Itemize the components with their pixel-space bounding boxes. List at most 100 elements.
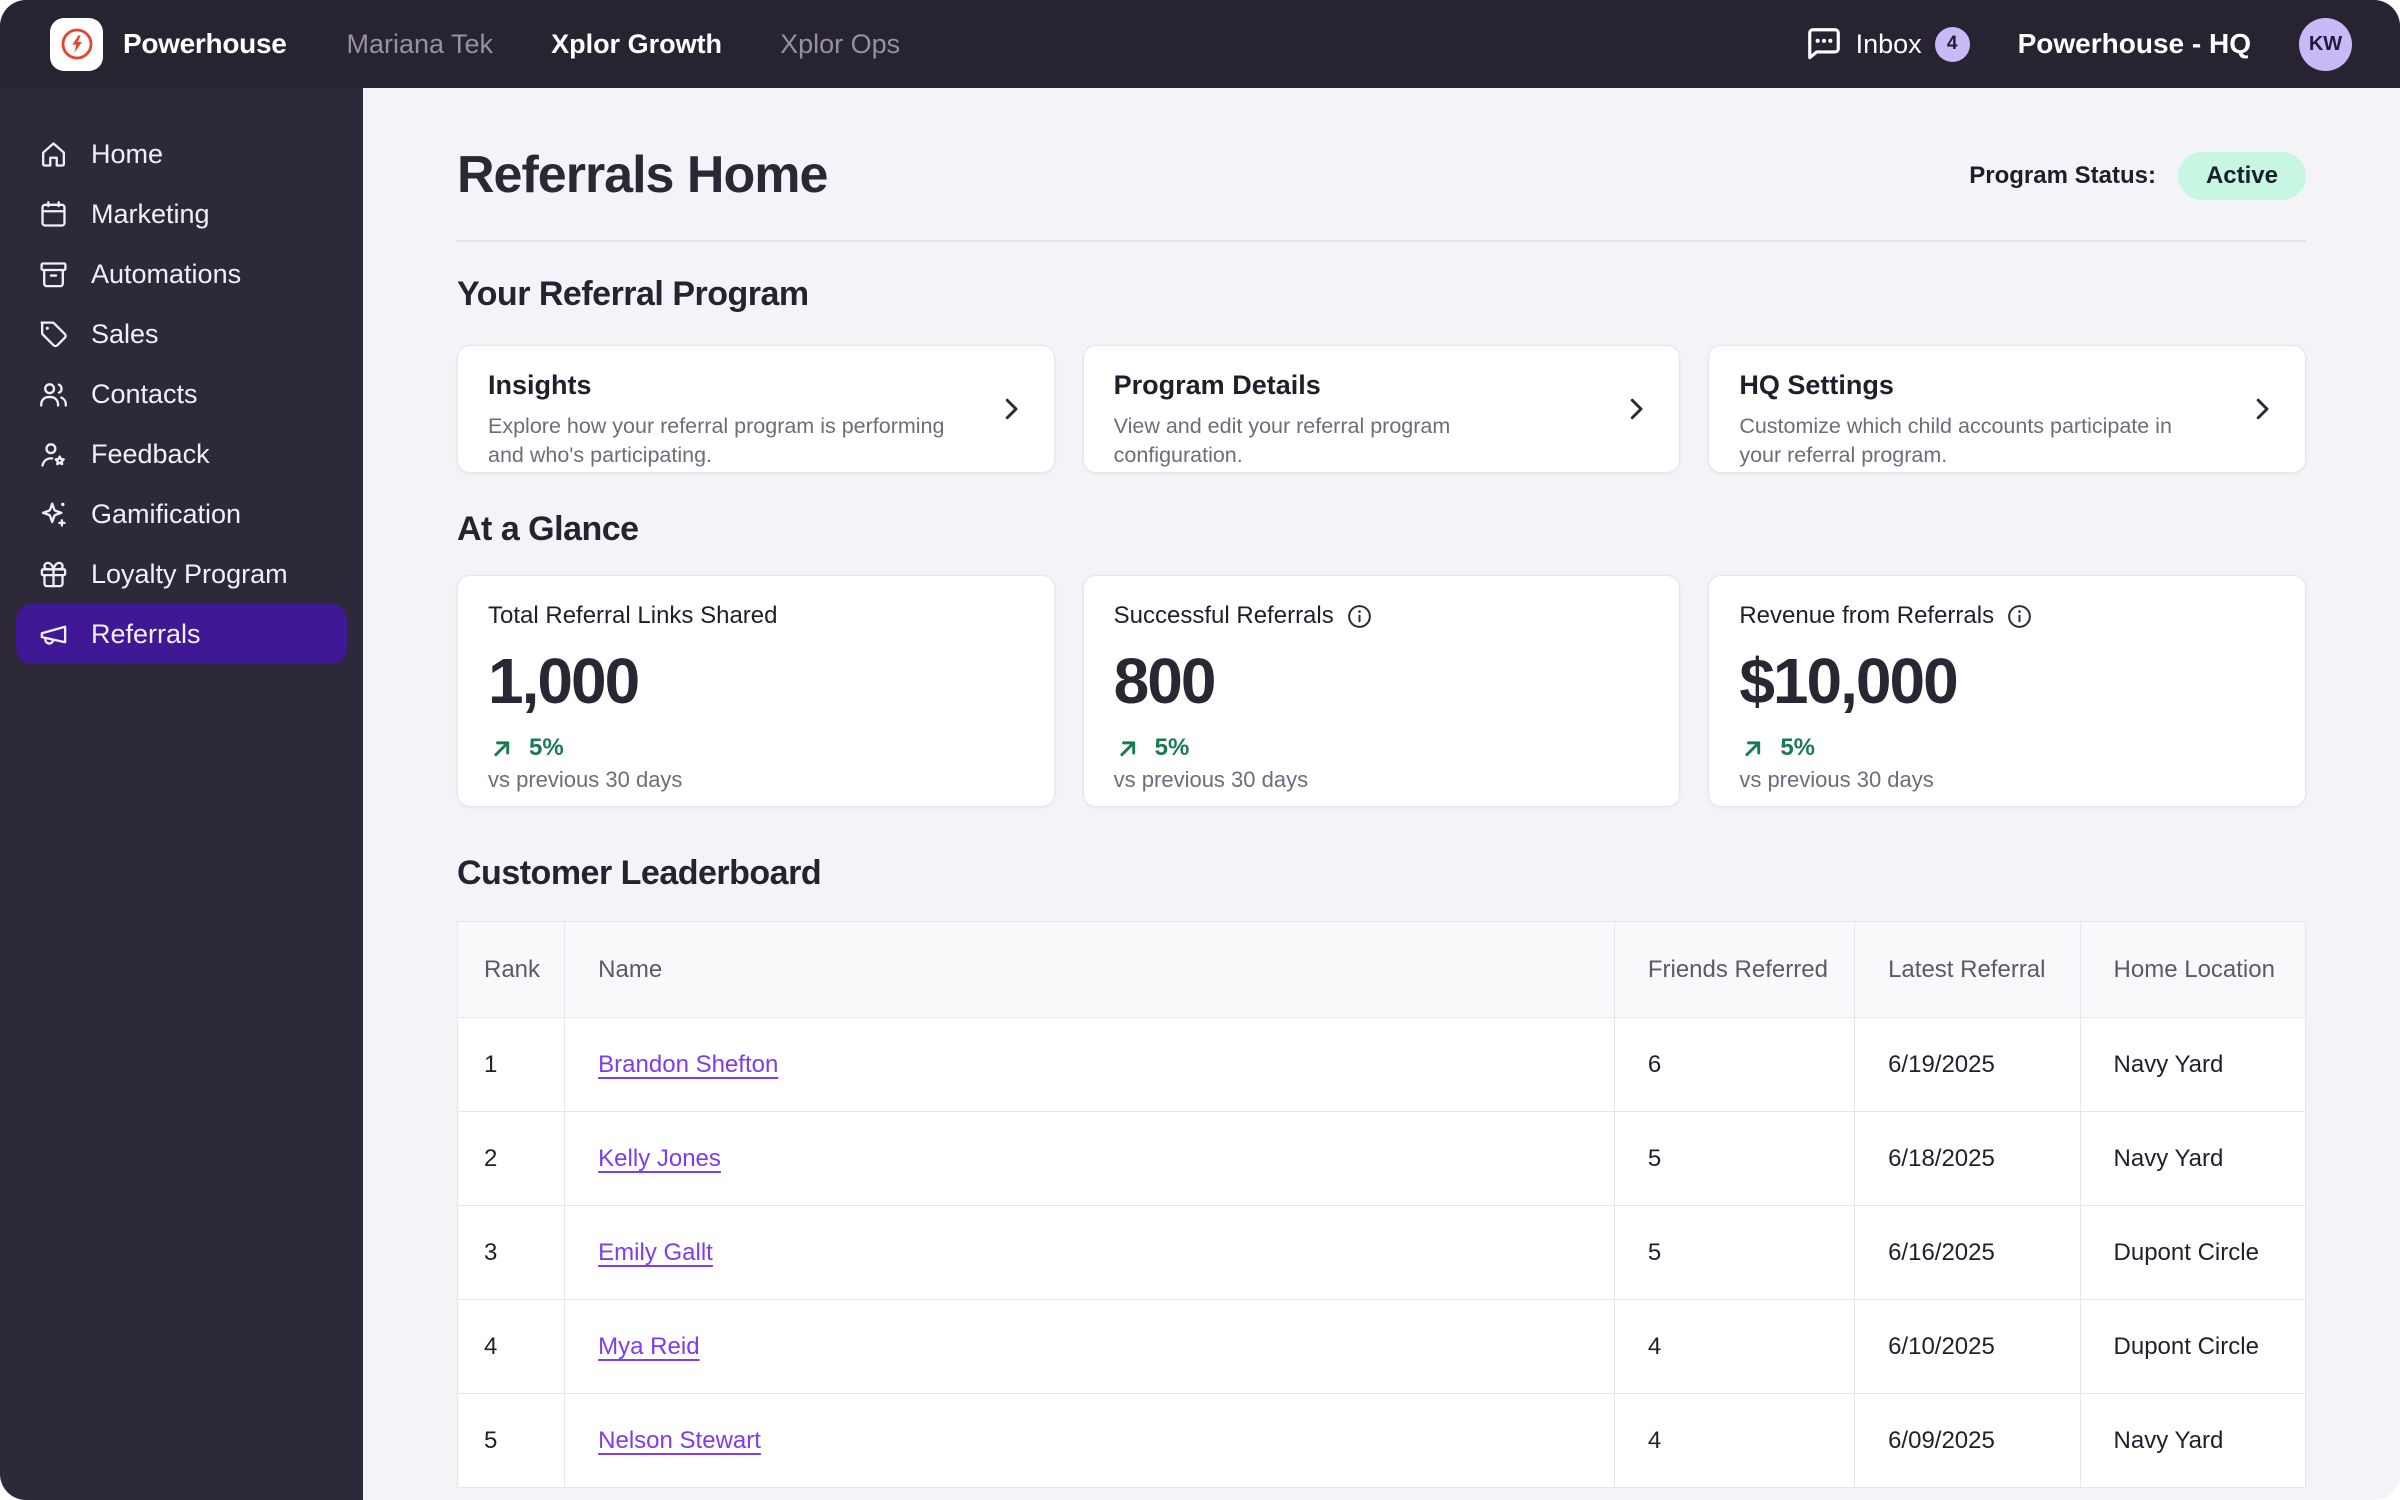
- card-title: Insights: [488, 369, 592, 400]
- tab-xplor-growth[interactable]: Xplor Growth: [551, 28, 723, 59]
- divider: [457, 239, 2306, 242]
- tab-xplor-ops[interactable]: Xplor Ops: [780, 28, 901, 59]
- sidebar-item-label: Contacts: [91, 378, 198, 409]
- card-description: View and edit your referral program conf…: [1113, 413, 1451, 467]
- tab-mariana-tek[interactable]: Mariana Tek: [346, 28, 494, 59]
- sidebar-item-label: Home: [91, 138, 164, 169]
- sidebar-item-label: Sales: [91, 318, 159, 349]
- friends-cell: 4: [1613, 1393, 1856, 1489]
- sparkles-icon: [41, 501, 66, 527]
- page-title: Referrals Home: [457, 146, 828, 204]
- program-cards: Insights Explore how your referral progr…: [457, 344, 2306, 473]
- name-cell: Brandon Shefton: [564, 1017, 1615, 1113]
- program-details-card[interactable]: Program Details View and edit your refer…: [1082, 344, 1681, 473]
- column-header-friends-referred: Friends Referred: [1613, 921, 1856, 1019]
- info-icon[interactable]: [1346, 603, 1373, 630]
- section-heading-leaderboard: Customer Leaderboard: [457, 854, 822, 893]
- table-row: 2 Kelly Jones 5 6/18/2025 Navy Yard: [456, 1111, 2307, 1207]
- table-row: 4 Mya Reid 4 6/10/2025 Dupont Circle: [456, 1299, 2307, 1395]
- gift-icon: [40, 561, 67, 587]
- column-header-home-location: Home Location: [2079, 921, 2307, 1019]
- sidebar-item-marketing[interactable]: Marketing: [0, 184, 363, 244]
- user-star-icon: [41, 442, 65, 467]
- users-icon: [40, 382, 67, 407]
- brand-name: Powerhouse: [123, 28, 287, 59]
- sidebar-item-sales[interactable]: Sales: [0, 304, 363, 364]
- sidebar: Home Marketing Automations Sales Co: [0, 88, 363, 1500]
- sidebar-item-label: Marketing: [91, 198, 210, 229]
- stat-label: Successful Referrals: [1113, 602, 1334, 630]
- stat-label: Total Referral Links Shared: [488, 602, 778, 630]
- friends-cell: 4: [1613, 1299, 1856, 1395]
- card-description: Customize which child accounts participa…: [1739, 413, 2172, 467]
- sidebar-item-label: Automations: [91, 258, 242, 289]
- home-cell: Dupont Circle: [2079, 1205, 2307, 1301]
- stat-value: 1,000: [488, 645, 640, 718]
- stat-note: vs previous 30 days: [488, 767, 683, 793]
- home-cell: Navy Yard: [2079, 1393, 2307, 1489]
- sidebar-item-automations[interactable]: Automations: [0, 244, 363, 304]
- main-content: Referrals Home Program Status: Active Yo…: [363, 88, 2400, 1500]
- leaderboard-table: Rank Name Friends Referred Latest Referr…: [456, 921, 2307, 1489]
- sidebar-item-home[interactable]: Home: [0, 124, 363, 184]
- section-heading-program: Your Referral Program: [457, 274, 809, 313]
- customer-link[interactable]: Nelson Stewart: [598, 1426, 761, 1454]
- megaphone-icon: [40, 625, 67, 645]
- stat-cards: Total Referral Links Shared 1,000 5% vs …: [457, 575, 2306, 808]
- chevron-right-icon: [2256, 398, 2269, 419]
- stat-delta: 5%: [1780, 734, 1816, 762]
- powerhouse-logo-icon: [50, 17, 103, 71]
- sidebar-item-label: Feedback: [91, 438, 210, 469]
- trend-up-icon: [494, 741, 510, 757]
- name-cell: Emily Gallt: [564, 1205, 1615, 1301]
- sidebar-item-feedback[interactable]: Feedback: [0, 424, 363, 484]
- sidebar-item-loyalty-program[interactable]: Loyalty Program: [0, 544, 363, 604]
- friends-cell: 6: [1613, 1017, 1856, 1113]
- program-status-label: Program Status:: [1969, 161, 2156, 189]
- customer-link[interactable]: Emily Gallt: [598, 1238, 713, 1266]
- calendar-icon: [41, 200, 66, 227]
- insights-card[interactable]: Insights Explore how your referral progr…: [457, 344, 1055, 473]
- inbox-button[interactable]: Inbox 4: [1805, 25, 1970, 63]
- name-cell: Nelson Stewart: [564, 1393, 1615, 1489]
- table-row: 3 Emily Gallt 5 6/16/2025 Dupont Circle: [456, 1205, 2307, 1301]
- friends-cell: 5: [1613, 1205, 1856, 1301]
- latest-cell: 6/16/2025: [1854, 1205, 2081, 1301]
- inbox-label: Inbox: [1855, 28, 1922, 59]
- stat-value: 800: [1113, 645, 1217, 718]
- table-row: 5 Nelson Stewart 4 6/09/2025 Navy Yard: [456, 1393, 2307, 1489]
- column-header-name: Name: [564, 921, 1615, 1019]
- sidebar-item-referrals[interactable]: Referrals: [16, 604, 347, 664]
- customer-link[interactable]: Kelly Jones: [598, 1144, 721, 1172]
- rank-cell: 4: [456, 1299, 566, 1395]
- account-switcher[interactable]: Powerhouse - HQ: [2017, 28, 2251, 59]
- trend-up-icon: [1120, 741, 1135, 757]
- sidebar-item-contacts[interactable]: Contacts: [0, 364, 363, 424]
- sidebar-item-label: Referrals: [91, 618, 201, 649]
- stat-note: vs previous 30 days: [1113, 767, 1309, 793]
- rank-cell: 1: [456, 1017, 566, 1113]
- latest-cell: 6/19/2025: [1854, 1017, 2081, 1113]
- sidebar-item-label: Gamification: [91, 498, 242, 529]
- status-badge: Active: [2177, 151, 2306, 200]
- trend-up-icon: [1745, 741, 1761, 757]
- stat-note: vs previous 30 days: [1739, 767, 1934, 793]
- hq-settings-card[interactable]: HQ Settings Customize which child accoun…: [1708, 344, 2306, 473]
- rank-cell: 3: [456, 1205, 566, 1301]
- latest-cell: 6/09/2025: [1854, 1393, 2081, 1489]
- friends-cell: 5: [1613, 1111, 1856, 1207]
- name-cell: Kelly Jones: [564, 1111, 1615, 1207]
- tag-icon: [40, 320, 67, 347]
- program-status: Program Status: Active: [1969, 151, 2306, 200]
- chevron-right-icon: [1631, 398, 1643, 419]
- rank-cell: 5: [456, 1393, 566, 1489]
- topbar: Powerhouse Mariana Tek Xplor Growth Xplo…: [0, 0, 2400, 88]
- avatar[interactable]: KW: [2299, 17, 2352, 71]
- info-icon[interactable]: [2006, 603, 2033, 630]
- customer-link[interactable]: Mya Reid: [598, 1332, 700, 1360]
- customer-link[interactable]: Brandon Shefton: [598, 1050, 779, 1078]
- top-nav: Mariana Tek Xplor Growth Xplor Ops: [346, 29, 900, 60]
- table-header-row: Rank Name Friends Referred Latest Referr…: [456, 921, 2307, 1019]
- sidebar-item-gamification[interactable]: Gamification: [0, 484, 363, 544]
